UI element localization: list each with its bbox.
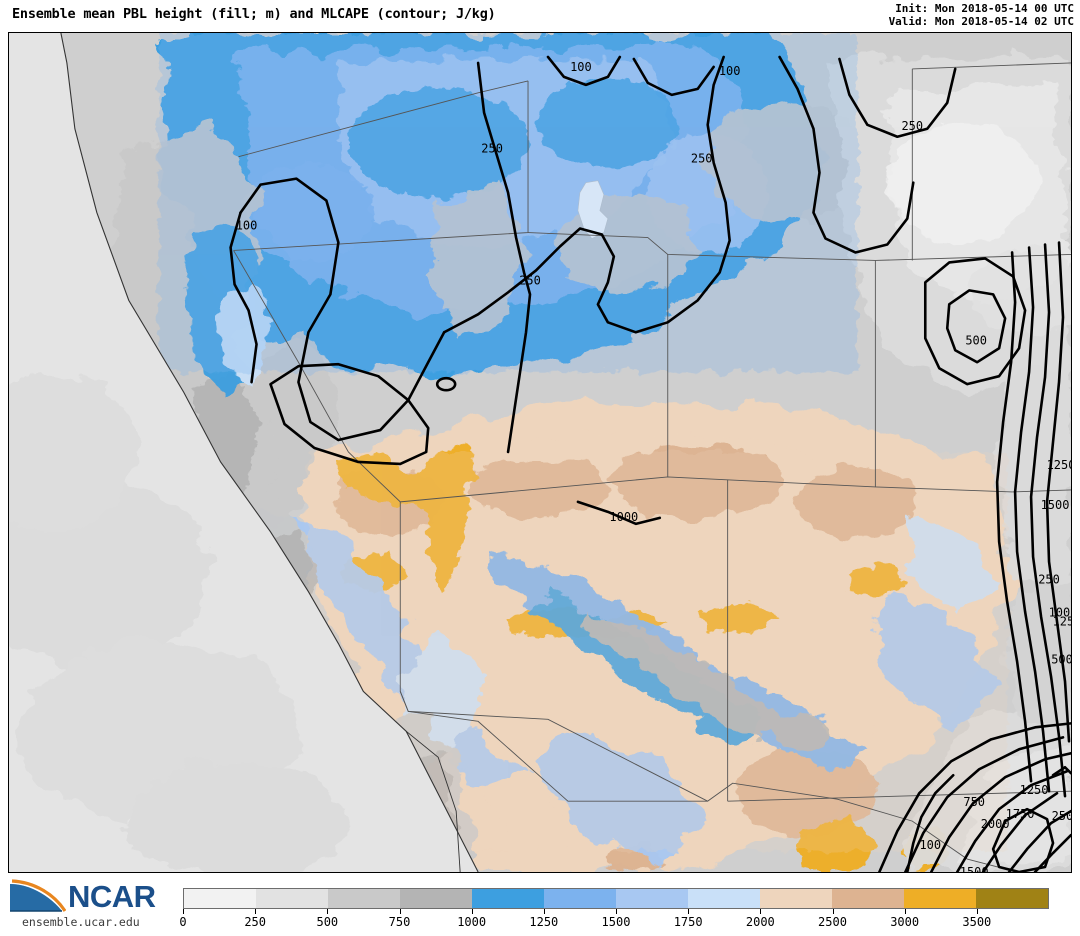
colorbar-tick-label: 1250 bbox=[529, 915, 559, 929]
svg-text:1250: 1250 bbox=[1053, 615, 1071, 629]
init-time: Init: Mon 2018-05-14 00 UTC bbox=[895, 2, 1074, 15]
svg-text:100: 100 bbox=[570, 60, 592, 74]
legend-area: NCAR ensemble.ucar.edu 0 250 500 750 1000 125… bbox=[0, 874, 1080, 936]
svg-text:1000: 1000 bbox=[1049, 606, 1071, 620]
colorbar-tickmark bbox=[760, 909, 762, 914]
colorbar-tickmark bbox=[399, 909, 401, 914]
contour-label: 500500 bbox=[1051, 652, 1071, 666]
colorbar-tick-label: 500 bbox=[316, 915, 339, 929]
svg-text:1500: 1500 bbox=[1041, 498, 1070, 512]
svg-text:2500: 2500 bbox=[1052, 809, 1071, 823]
colorbar-swatch bbox=[256, 889, 328, 908]
svg-text:250: 250 bbox=[481, 142, 503, 156]
svg-text:1500: 1500 bbox=[960, 865, 989, 872]
colorbar-tick-axis: 0 250 500 750 1000 1250 1500 1750 2000 2500 3000 35… bbox=[179, 909, 1049, 933]
svg-text:250: 250 bbox=[691, 152, 713, 166]
colorbar-tick-label: 2500 bbox=[818, 915, 847, 929]
ncar-logo[interactable]: NCAR ensemble.ucar.edu bbox=[6, 878, 172, 932]
svg-text:1000: 1000 bbox=[609, 510, 638, 524]
colorbar-tickmark bbox=[904, 909, 906, 914]
svg-text:100: 100 bbox=[919, 838, 941, 852]
contour-label: 750750 bbox=[963, 795, 985, 809]
contour-label: 17501750 bbox=[1006, 807, 1035, 821]
colorbar-tick-label: 3000 bbox=[890, 915, 920, 929]
contour-label: 10001000 bbox=[609, 510, 638, 524]
valid-time: Valid: Mon 2018-05-14 02 UTC bbox=[888, 15, 1074, 28]
svg-text:100: 100 bbox=[236, 219, 258, 233]
colorbar-tick-label: 2000 bbox=[745, 915, 775, 929]
map-canvas[interactable]: 1001001001001001002502502502502502502502… bbox=[9, 33, 1071, 872]
colorbar-swatch bbox=[832, 889, 904, 908]
svg-text:500: 500 bbox=[965, 333, 987, 347]
svg-text:100: 100 bbox=[719, 64, 741, 78]
svg-text:1750: 1750 bbox=[1006, 807, 1035, 821]
page-title: Ensemble mean PBL height (fill; m) and M… bbox=[12, 6, 496, 22]
colorbar-tickmark bbox=[183, 909, 184, 914]
colorbar-tickmark bbox=[255, 909, 257, 914]
colorbar-swatch bbox=[544, 889, 616, 908]
colorbar-tick-label: 3500 bbox=[962, 915, 992, 929]
state-boundaries bbox=[60, 33, 1071, 872]
contour-label: 15001500 bbox=[960, 865, 989, 872]
map-panel[interactable]: 1001001001001001002502502502502502502502… bbox=[8, 32, 1072, 873]
colorbar-tickmark bbox=[688, 909, 690, 914]
colorbar-tick-label: 750 bbox=[388, 915, 411, 929]
svg-text:250: 250 bbox=[901, 119, 923, 133]
timestamp-block: Init: Mon 2018-05-14 00 UTC Valid: Mon 2… bbox=[889, 2, 1074, 28]
svg-text:750: 750 bbox=[963, 795, 985, 809]
colorbar-swatch bbox=[328, 889, 400, 908]
colorbar-swatch bbox=[688, 889, 760, 908]
contour-label: 12501250 bbox=[1053, 615, 1071, 629]
ocean-texture bbox=[9, 372, 349, 872]
svg-text:250: 250 bbox=[1038, 573, 1060, 587]
svg-text:2000: 2000 bbox=[981, 817, 1010, 831]
contour-label-group: 1001001001001001002502502502502502502502… bbox=[236, 60, 1071, 872]
ncar-wordmark: NCAR bbox=[68, 879, 156, 914]
colorbar-tickmark bbox=[832, 909, 834, 914]
colorbar-wrapper: 0 250 500 750 1000 1250 1500 1750 2000 2500 3000 35… bbox=[179, 888, 1049, 929]
colorbar-swatch bbox=[760, 889, 832, 908]
svg-text:1250: 1250 bbox=[1047, 458, 1071, 472]
colorbar-tick-label: 1000 bbox=[457, 915, 487, 929]
contour-label: 10001000 bbox=[1049, 606, 1071, 620]
svg-text:250: 250 bbox=[519, 273, 541, 287]
header-bar: Ensemble mean PBL height (fill; m) and M… bbox=[0, 0, 1080, 32]
colorbar-swatch bbox=[616, 889, 688, 908]
colorbar-swatch bbox=[472, 889, 544, 908]
colorbar-tick-label: 250 bbox=[244, 915, 266, 929]
contour-label: 12501250 bbox=[1047, 458, 1071, 472]
contour-label: 20002000 bbox=[981, 817, 1010, 831]
colorbar-swatch bbox=[400, 889, 472, 908]
contour-label: 12501250 bbox=[1020, 783, 1049, 797]
contour-label: 15001500 bbox=[1041, 498, 1070, 512]
svg-text:1250: 1250 bbox=[1020, 783, 1049, 797]
colorbar-swatch bbox=[904, 889, 976, 908]
colorbar-swatch bbox=[976, 889, 1048, 908]
colorbar-tickmark bbox=[327, 909, 329, 914]
svg-text:500: 500 bbox=[1051, 652, 1071, 666]
colorbar-tick-label: 0 bbox=[179, 915, 187, 929]
colorbar-swatch bbox=[184, 889, 256, 908]
colorbar-tick-label: 1500 bbox=[601, 915, 631, 929]
ncar-mark-icon bbox=[10, 879, 66, 912]
colorbar-tickmark bbox=[471, 909, 473, 914]
contour-label: 500500 bbox=[965, 333, 987, 347]
colorbar-tickmark bbox=[976, 909, 978, 914]
colorbar[interactable] bbox=[183, 888, 1049, 909]
contour-label: 25002500 bbox=[1052, 809, 1071, 823]
mlcape-contours bbox=[229, 55, 1071, 872]
colorbar-tickmark bbox=[616, 909, 617, 914]
ncar-url-text: ensemble.ucar.edu bbox=[22, 915, 140, 929]
colorbar-tick-label: 1750 bbox=[673, 915, 703, 929]
colorbar-tickmark bbox=[543, 909, 545, 914]
